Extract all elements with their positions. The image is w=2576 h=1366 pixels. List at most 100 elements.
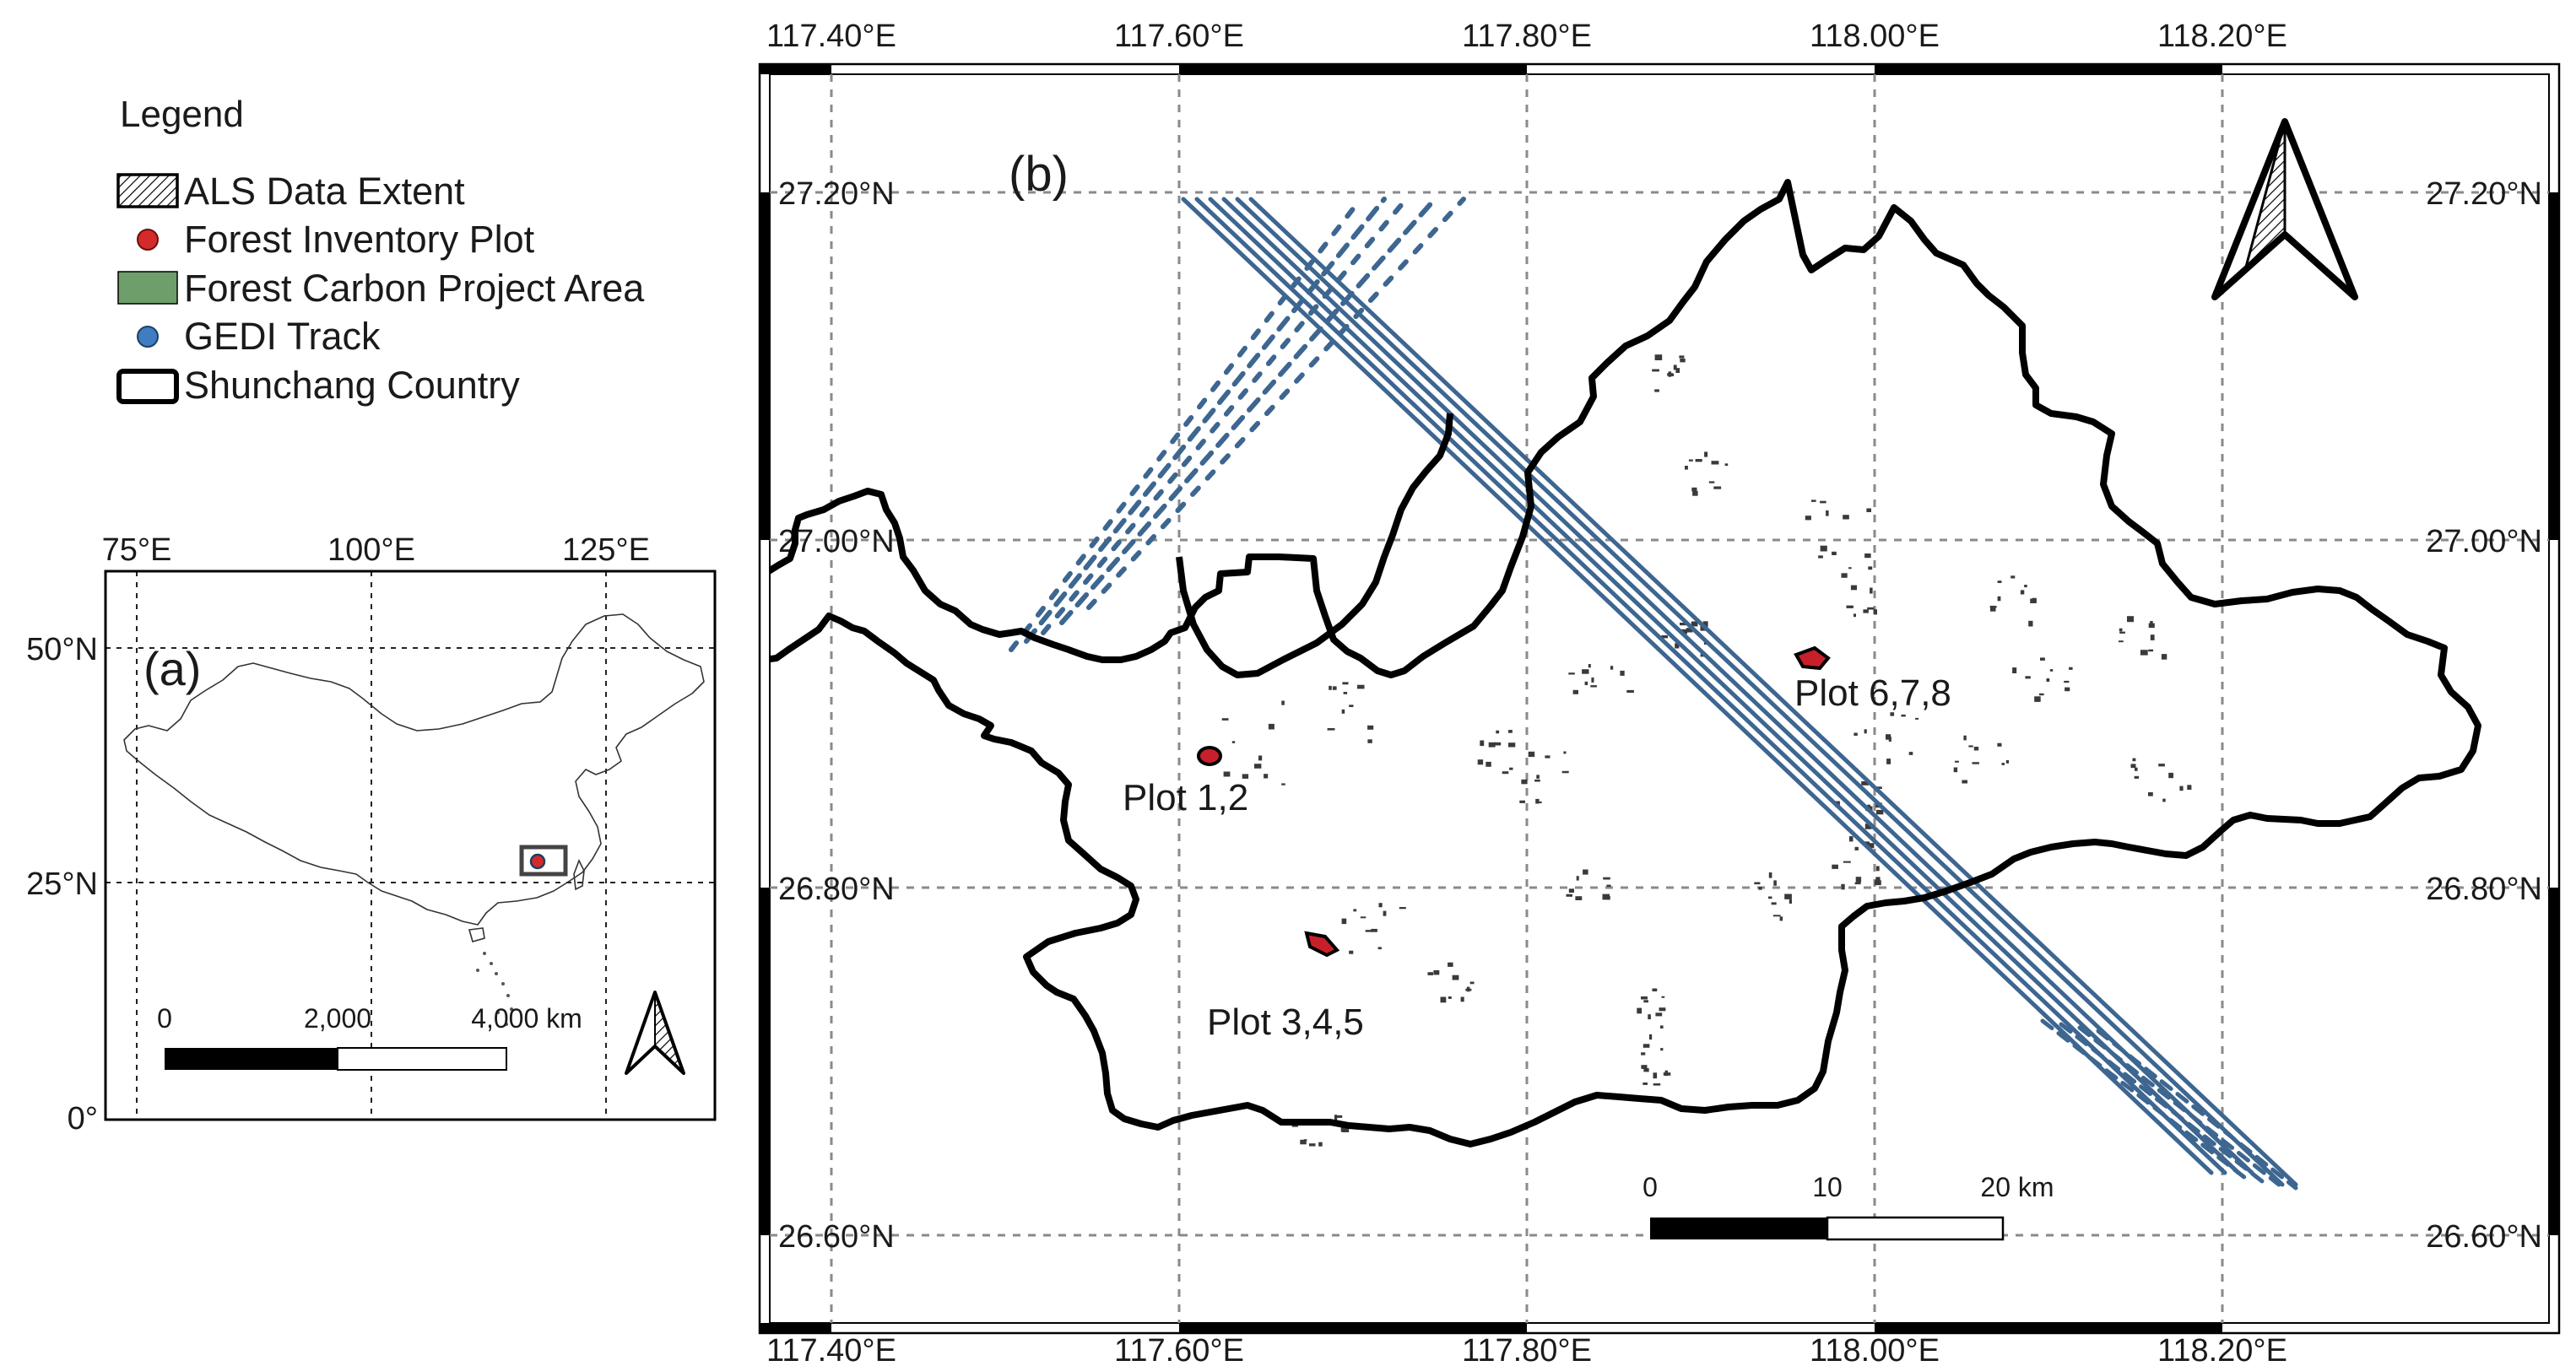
project-patch — [2020, 590, 2025, 595]
project-patch — [1990, 605, 1996, 612]
project-patch — [1383, 910, 1387, 916]
project-patch — [2046, 678, 2050, 682]
project-patch — [1700, 654, 1704, 657]
project-patch — [1864, 823, 1872, 829]
project-patch — [1343, 692, 1348, 694]
project-patch — [1536, 775, 1540, 779]
project-patch — [1349, 705, 1354, 707]
main-map-inner-frame — [769, 73, 2550, 1324]
legend-label: Forest Inventory Plot — [184, 218, 535, 261]
project-patch — [1843, 515, 1849, 520]
project-patch — [1772, 915, 1781, 917]
project-patch — [1572, 689, 1578, 694]
inset-map: 75°E 100°E 125°E 50°N 25°N 0° — [26, 532, 717, 1137]
project-patch — [1539, 801, 1542, 803]
project-patch — [1508, 742, 1516, 748]
project-patch — [1399, 907, 1406, 910]
project-patch — [1576, 876, 1579, 881]
project-patch — [2158, 764, 2165, 767]
project-patch — [1818, 555, 1823, 559]
project-patch — [1258, 755, 1263, 761]
plot-marker — [1304, 931, 1340, 958]
lat-tick: 26.60°N — [778, 1219, 895, 1255]
project-patch — [2135, 767, 2138, 771]
project-patch — [1680, 629, 1687, 634]
project-patch — [1768, 872, 1772, 878]
plot-marker — [1794, 645, 1831, 671]
project-patch — [1908, 752, 1913, 755]
project-patch — [1850, 585, 1857, 591]
project-patch — [1620, 670, 1625, 676]
project-patch — [1652, 988, 1658, 991]
project-patch — [1779, 916, 1783, 921]
project-patch — [1875, 786, 1882, 790]
project-patch — [1962, 780, 1967, 784]
project-patch — [2168, 772, 2173, 779]
project-patch — [1873, 609, 1877, 615]
project-patch — [1773, 880, 1777, 886]
project-patch — [1642, 1044, 1650, 1048]
main-scale-label: 0 — [1642, 1172, 1658, 1202]
project-patch — [1679, 355, 1685, 359]
project-patch — [2148, 623, 2155, 629]
inset-lat-tick: 25°N — [26, 867, 98, 902]
project-patch — [1643, 1068, 1649, 1072]
project-patch — [1864, 729, 1867, 734]
project-patch — [1221, 718, 1229, 721]
project-patch — [1334, 1115, 1338, 1120]
project-patch — [1653, 1072, 1658, 1079]
project-patch — [1680, 359, 1686, 363]
inset-panel-label: (a) — [143, 642, 201, 695]
project-patch — [1610, 666, 1614, 670]
project-patch — [2140, 650, 2148, 656]
project-patch — [1563, 751, 1567, 754]
lon-tick: 117.40°E — [766, 19, 896, 54]
project-patch — [2130, 764, 2136, 769]
project-patch — [1327, 728, 1335, 731]
project-patch — [1886, 734, 1891, 740]
project-patch — [1602, 894, 1610, 900]
project-patch — [1805, 516, 1811, 521]
project-patch — [1535, 798, 1540, 804]
inset-lat-tick: 50°N — [26, 632, 98, 667]
taiwan-outline — [573, 859, 585, 891]
project-patch — [1300, 1139, 1307, 1145]
project-patch — [1643, 1000, 1648, 1003]
main-graticule — [770, 74, 2549, 1323]
project-patch — [1789, 899, 1792, 904]
lat-tick: 26.80°N — [2426, 872, 2542, 907]
project-patch — [1915, 717, 1919, 720]
project-patch — [2148, 649, 2154, 652]
project-patch — [1360, 916, 1366, 919]
project-patch — [1758, 887, 1762, 890]
project-patch — [1660, 1048, 1664, 1051]
project-patch — [2064, 680, 2070, 683]
project-patch — [1508, 730, 1513, 733]
gedi-tracks — [1009, 197, 2298, 1191]
main-scale-bar: 0 10 20 km — [1642, 1172, 2054, 1241]
gedi-track-line — [1024, 197, 1387, 644]
project-patch — [1868, 566, 1873, 570]
main-lat-ticks-right: 27.20°N 27.00°N 26.80°N 26.60°N — [2426, 176, 2542, 1255]
project-patch — [1875, 877, 1881, 883]
shunchang-inner-boundary — [1176, 413, 1453, 678]
forest-inventory-plots — [1197, 645, 1831, 958]
project-patch — [1583, 869, 1588, 875]
project-patch — [1875, 866, 1880, 872]
project-patch — [1519, 800, 1525, 803]
project-patch — [1870, 587, 1873, 594]
lon-tick: 117.60°E — [1114, 19, 1244, 54]
project-patch — [1754, 882, 1761, 885]
project-patch — [1886, 759, 1891, 764]
project-patch — [2127, 616, 2134, 623]
project-patch — [1590, 685, 1597, 688]
project-patch — [1291, 1125, 1298, 1127]
main-scale-label: 20 km — [1980, 1172, 2054, 1202]
plot-label-6-7-8: Plot 6,7,8 — [1794, 672, 1951, 714]
gedi-track-line — [1041, 197, 1409, 635]
gedi-track-line — [1248, 197, 2298, 1187]
project-patch — [1281, 783, 1285, 786]
project-patch — [1654, 389, 1659, 392]
legend-item-als-data-extent: ALS Data Extent — [116, 170, 465, 213]
project-patch — [1686, 628, 1693, 633]
